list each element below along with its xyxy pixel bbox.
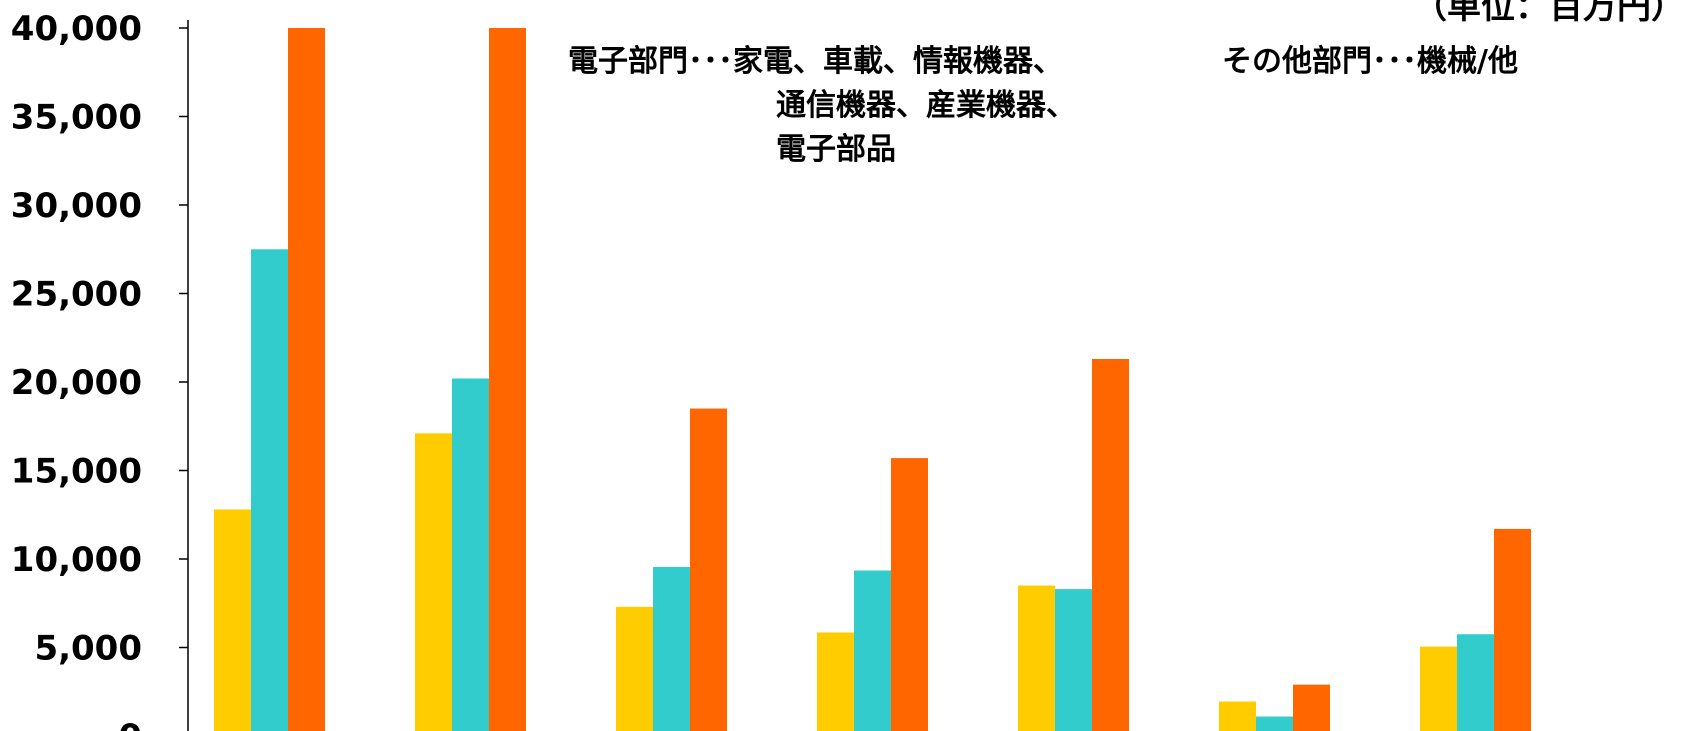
bar-cat2-series2 bbox=[452, 378, 489, 731]
bar-cat7-series2 bbox=[1457, 634, 1494, 731]
y-tick-label: 5,000 bbox=[34, 629, 142, 669]
y-tick-label: 30,000 bbox=[11, 186, 142, 226]
y-tick-label: 15,000 bbox=[11, 452, 142, 492]
bar-cat7-series3 bbox=[1494, 528, 1531, 731]
bar-cat3-series1 bbox=[616, 606, 653, 731]
bar-cat6-series2 bbox=[1256, 716, 1293, 731]
bar-cat2-series3 bbox=[489, 28, 526, 731]
annotation-other: その他部門･･･機械/他 bbox=[1222, 44, 1518, 79]
bar-cat3-series2 bbox=[653, 566, 690, 731]
y-tick-label: 40,000 bbox=[11, 9, 142, 49]
bar-cat1-series1 bbox=[214, 509, 251, 731]
y-tick-label: 0 bbox=[118, 717, 142, 731]
annotation-electronics-line3: 電子部品 bbox=[776, 132, 896, 167]
bar-cat5-series1 bbox=[1018, 585, 1055, 731]
bar-cat4-series1 bbox=[817, 632, 854, 731]
bar-cat1-series2 bbox=[251, 249, 288, 731]
annotation-electronics-line2: 通信機器、産業機器、 bbox=[776, 88, 1076, 123]
y-tick-label: 20,000 bbox=[11, 363, 142, 403]
axis-layer: 0 5,000 10,000 15,000 20,000 25,000 30,000 35,0… bbox=[11, 9, 189, 731]
bar-cat3-series3 bbox=[690, 408, 727, 731]
bar-cat6-series1 bbox=[1219, 701, 1256, 731]
y-tick-label: 25,000 bbox=[11, 275, 142, 315]
bar-cat5-series2 bbox=[1055, 589, 1092, 731]
unit-label: （単位：百万円） bbox=[1413, 0, 1685, 27]
bar-cat1-series3 bbox=[288, 28, 325, 731]
bar-cat6-series3 bbox=[1293, 684, 1330, 731]
y-tick-label: 35,000 bbox=[11, 98, 142, 138]
annotation-electronics-line1: 電子部門･･･家電、車載、情報機器、 bbox=[568, 44, 1063, 79]
bar-cat7-series1 bbox=[1420, 646, 1457, 731]
y-tick-label: 10,000 bbox=[11, 540, 142, 580]
bars-layer bbox=[214, 28, 1531, 731]
bar-cat4-series2 bbox=[854, 570, 891, 731]
bar-cat2-series1 bbox=[415, 433, 452, 731]
bar-cat5-series3 bbox=[1092, 358, 1129, 731]
bar-cat4-series3 bbox=[891, 458, 928, 731]
